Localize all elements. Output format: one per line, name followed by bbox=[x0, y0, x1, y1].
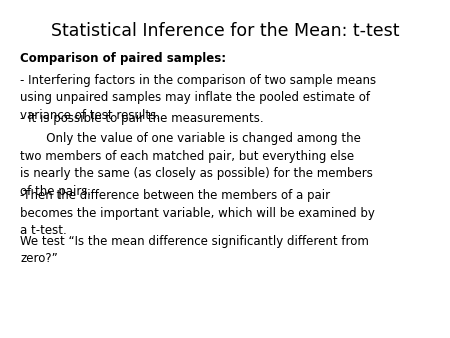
Text: Only the value of one variable is changed among the
two members of each matched : Only the value of one variable is change… bbox=[20, 132, 373, 198]
Text: Comparison of paired samples:: Comparison of paired samples: bbox=[20, 52, 226, 65]
Text: Statistical Inference for the Mean: t-test: Statistical Inference for the Mean: t-te… bbox=[51, 22, 399, 40]
Text: - It is possible to pair the measurements.: - It is possible to pair the measurement… bbox=[20, 112, 264, 125]
Text: We test “Is the mean difference significantly different from
zero?”: We test “Is the mean difference signific… bbox=[20, 235, 369, 265]
Text: -Then the difference between the members of a pair
becomes the important variabl: -Then the difference between the members… bbox=[20, 189, 375, 237]
Text: - Interfering factors in the comparison of two sample means
using unpaired sampl: - Interfering factors in the comparison … bbox=[20, 74, 376, 122]
